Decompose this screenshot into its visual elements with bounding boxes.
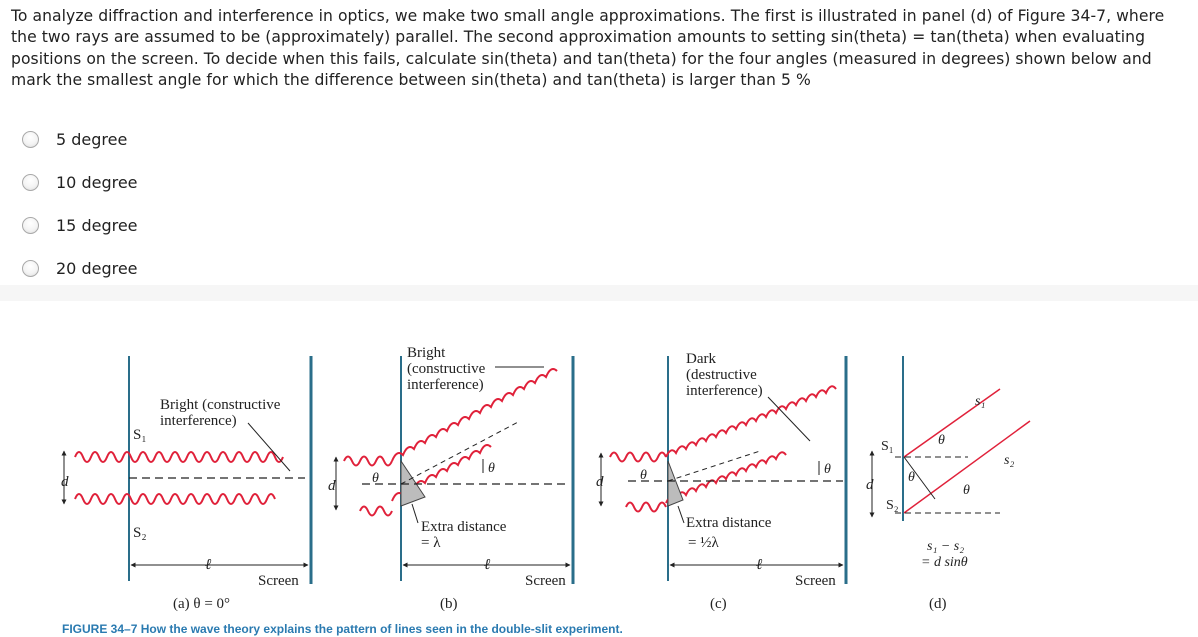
panel-b: Bright (constructive interference) θ θ d… [328,345,575,612]
annotation: interference) [686,383,763,399]
theta-label: θ [908,470,915,485]
figure-caption-clipped: FIGURE 34–7 How the wave theory explains… [62,622,623,636]
d-label: d [596,474,604,490]
wave-ray [665,451,787,504]
pointer-line [677,505,685,524]
ray-s1 [903,388,1001,458]
option-label: 10 degree [56,173,138,192]
panel-caption: (d) [929,596,947,612]
wave-ray [625,501,667,513]
panel-c: Dark (destructive interference) θ θ d Ex… [596,351,848,612]
slit-label: S₂ [133,525,147,541]
theta-label: θ [938,433,945,448]
slit-label: S₁ [881,439,894,454]
wave-ray [609,451,667,463]
panel-caption: (b) [440,596,458,612]
d-label: d [61,474,69,490]
radio-button[interactable] [22,131,39,148]
figure-caption: FIGURE 34–7 How the wave theory explains… [62,622,623,636]
wave-ray [391,368,558,462]
perpendicular-line [903,456,936,500]
extra-distance-label: Extra distance [421,519,507,535]
annotation: Dark [686,351,716,367]
double-slit-figure: Bright (constructive interference) S₁ S₂… [61,345,1031,636]
option-10-degree[interactable]: 10 degree [22,161,138,204]
d-label: d [866,477,874,493]
radio-button[interactable] [22,260,39,277]
screen-label: Screen [795,573,836,589]
wave-ray [343,455,393,467]
option-label: 20 degree [56,259,138,278]
annotation: (destructive [686,367,757,383]
section-divider [0,285,1198,301]
wave-ray [359,505,393,517]
extra-distance-label: Extra distance [686,515,772,531]
panel-a: Bright (constructive interference) S₁ S₂… [61,356,313,612]
d-label: d [328,478,336,494]
screen-label: Screen [258,573,299,589]
panel-d: S₁ S₂ s₁ s₂ θ θ θ d s₁ − s₂ = d sinθ (d) [866,356,1031,612]
option-5-degree[interactable]: 5 degree [22,118,138,161]
ray-label: s₁ [975,394,985,409]
radio-button[interactable] [22,217,39,234]
wave-ray [665,385,837,458]
annotation: (constructive [407,361,486,377]
panel-caption: (a) θ = 0° [173,596,230,612]
extra-distance-triangle [667,460,684,507]
slit-label: S₁ [133,427,147,443]
theta-label: θ [488,461,495,476]
formula: s₁ − s₂ [927,539,964,554]
wave-ray [74,451,284,463]
theta-label: θ [963,483,970,498]
option-label: 15 degree [56,216,138,235]
ray-s2 [903,420,1031,514]
annotation: Bright (constructive [160,397,281,413]
panel-caption: (c) [710,596,727,612]
question-text: To analyze diffraction and interference … [11,7,1165,90]
pointer-line [767,396,811,442]
option-label: 5 degree [56,130,128,149]
wave-ray [74,493,276,505]
answer-options: 5 degree 10 degree 15 degree 20 degree [22,118,138,290]
radio-button[interactable] [22,174,39,191]
pointer-line [247,422,291,472]
annotation: interference) [160,413,237,429]
extra-distance-value: = ½λ [688,535,719,551]
l-label: ℓ [484,557,490,573]
theta-label: θ [824,462,831,477]
annotation: Bright [407,345,446,361]
angle-line [667,450,761,482]
extra-distance-value: = λ [421,535,441,551]
ray-label: s₂ [1004,453,1014,468]
l-label: ℓ [205,557,211,573]
option-20-degree[interactable]: 20 degree [22,247,138,290]
formula: = d sinθ [921,555,968,570]
screen-label: Screen [525,573,566,589]
pointer-line [411,503,419,524]
slit-label: S₂ [886,498,899,513]
l-label: ℓ [756,557,762,573]
annotation: interference) [407,377,484,393]
theta-label: θ [640,468,647,483]
option-15-degree[interactable]: 15 degree [22,204,138,247]
angle-line [400,420,521,485]
theta-label: θ [372,471,379,486]
